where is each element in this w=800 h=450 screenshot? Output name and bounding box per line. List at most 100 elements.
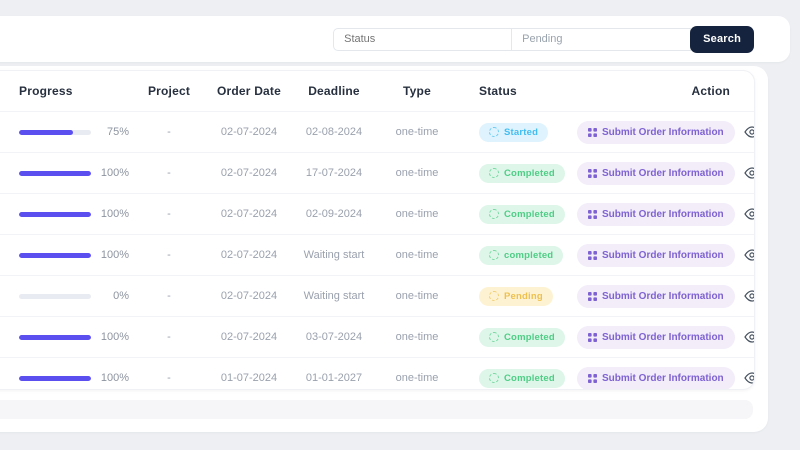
project-cell: - [167,249,171,261]
table-row: 100% - 02-07-2024 03-07-2024 one-time Co… [0,316,754,357]
progress-bar [19,170,91,176]
deadline-cell: 02-09-2024 [305,208,363,220]
deadline-cell: 02-08-2024 [305,126,363,138]
submit-order-information-button[interactable]: Submit Order Information [577,325,735,349]
deadline-cell: Waiting start [303,290,365,302]
project-cell: - [167,126,171,138]
table-header-row: Progress Project Order Date Deadline Typ… [0,71,754,111]
progress-percent: 0% [113,290,129,302]
status-ring-icon [489,168,499,178]
eye-icon[interactable] [743,372,754,384]
grid-icon [588,250,597,260]
submit-label: Submit Order Information [602,372,724,384]
type-cell: one-time [395,208,439,220]
order-date-cell: 02-07-2024 [220,167,278,179]
status-badge: Started [479,122,549,142]
progress-bar [19,375,91,381]
status-ring-icon [489,291,499,301]
eye-icon[interactable] [743,331,754,343]
submit-label: Submit Order Information [602,331,724,343]
search-bar: Search [333,16,754,62]
submit-label: Submit Order Information [602,167,724,179]
progress-fill [19,211,91,217]
table-row: 100% - 01-07-2024 01-01-2027 one-time Co… [0,357,754,389]
order-date-cell: 02-07-2024 [220,208,278,220]
order-date-cell: 02-07-2024 [220,331,278,343]
col-header-type: Type [403,84,431,98]
search-query-input[interactable] [512,27,692,51]
progress-fill [19,375,91,381]
deadline-cell: 17-07-2024 [305,167,363,179]
submit-order-information-button[interactable]: Submit Order Information [577,202,735,226]
status-badge: Completed [479,368,565,388]
status-label: Completed [504,372,555,384]
submit-order-information-button[interactable]: Submit Order Information [577,284,735,308]
table-body: 75% - 02-07-2024 02-08-2024 one-time Sta… [0,111,754,389]
progress-percent: 100% [100,372,129,384]
project-cell: - [167,290,171,302]
progress-fill [19,334,91,340]
grid-icon [588,168,597,178]
progress-bar [19,252,91,258]
col-header-status: Status [479,84,517,98]
type-cell: one-time [395,167,439,179]
type-cell: one-time [395,372,439,384]
deadline-cell: Waiting start [303,249,365,261]
status-ring-icon [489,332,499,342]
col-header-project: Project [147,84,191,98]
submit-order-information-button[interactable]: Submit Order Information [577,120,735,144]
table-row: 75% - 02-07-2024 02-08-2024 one-time Sta… [0,111,754,152]
type-cell: one-time [395,249,439,261]
eye-icon[interactable] [743,126,754,138]
submit-order-information-button[interactable]: Submit Order Information [577,366,735,389]
search-button[interactable]: Search [690,25,754,53]
status-badge: Pending [479,286,553,306]
submit-label: Submit Order Information [602,126,724,138]
type-cell: one-time [395,126,439,138]
progress-fill [19,252,91,258]
orders-table: Progress Project Order Date Deadline Typ… [0,70,755,390]
status-label: Completed [504,331,555,343]
status-badge: Completed [479,204,565,224]
status-label: Started [504,126,539,138]
col-header-progress: Progress [19,84,73,98]
progress-percent: 100% [100,331,129,343]
order-date-cell: 01-07-2024 [220,372,278,384]
project-cell: - [167,208,171,220]
submit-label: Submit Order Information [602,249,724,261]
eye-icon[interactable] [743,290,754,302]
eye-icon[interactable] [743,167,754,179]
grid-icon [588,373,597,383]
type-cell: one-time [395,290,439,302]
status-filter-input[interactable] [333,27,513,51]
grid-icon [588,332,597,342]
progress-percent: 100% [100,167,129,179]
progress-bar [19,293,91,299]
status-label: completed [504,249,554,261]
project-cell: - [167,331,171,343]
progress-bar [19,129,91,135]
col-header-action: Action [691,84,730,98]
status-ring-icon [489,373,499,383]
status-badge: completed [479,245,564,265]
eye-icon[interactable] [743,249,754,261]
status-ring-icon [489,250,499,260]
deadline-cell: 03-07-2024 [305,331,363,343]
order-date-cell: 02-07-2024 [220,126,278,138]
order-date-cell: 02-07-2024 [220,290,278,302]
col-header-order-date: Order Date [216,84,282,98]
progress-bar [19,334,91,340]
eye-icon[interactable] [743,208,754,220]
col-header-deadline: Deadline [308,84,360,98]
status-badge: Completed [479,327,565,347]
status-label: Completed [504,167,555,179]
progress-bar [19,211,91,217]
submit-order-information-button[interactable]: Submit Order Information [577,243,735,267]
status-ring-icon [489,209,499,219]
deadline-cell: 01-01-2027 [305,372,363,384]
table-row: 100% - 02-07-2024 02-09-2024 one-time Co… [0,193,754,234]
type-cell: one-time [395,331,439,343]
submit-order-information-button[interactable]: Submit Order Information [577,161,735,185]
status-label: Completed [504,208,555,220]
